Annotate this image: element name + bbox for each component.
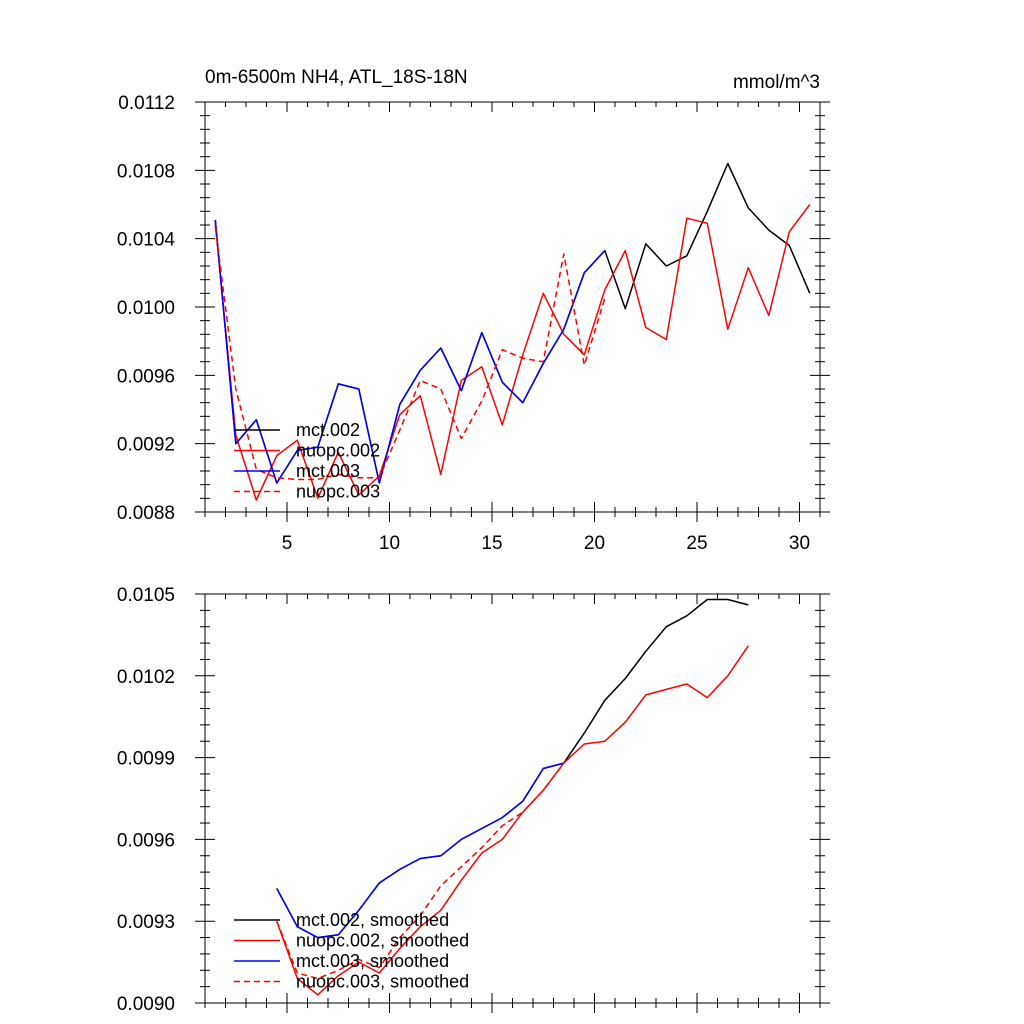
legend-label: mct.002, smoothed	[296, 910, 449, 930]
y-tick-label: 0.0093	[117, 912, 175, 933]
y-tick-label: 0.0090	[117, 994, 175, 1015]
series-line	[276, 598, 749, 939]
chart-title: 0m-6500m NH4, ATL_18S-18N	[205, 67, 468, 88]
legend-label: nuopc.003, smoothed	[296, 972, 469, 992]
legend-label: mct.002	[296, 420, 360, 440]
chart-panel-top: 0m-6500m NH4, ATL_18S-18N mmol/m^3 5 10 15…	[117, 67, 830, 554]
series-line	[214, 226, 606, 481]
y-tick-label: 0.0092	[117, 435, 175, 456]
series-line	[276, 645, 749, 996]
y-tick-label: 0.0104	[117, 230, 176, 251]
x-tick-label: 20	[584, 533, 605, 554]
y-tick-label: 0.0102	[117, 667, 175, 688]
x-tick-label: 25	[686, 533, 707, 554]
legend-label: mct.003, smoothed	[296, 951, 449, 971]
units-label: mmol/m^3	[733, 72, 820, 93]
legend-label: nuopc.002	[296, 441, 380, 461]
x-tick-label: 10	[379, 533, 400, 554]
x-tick-label: 5	[282, 533, 293, 554]
series-line	[276, 762, 565, 980]
series-line	[214, 219, 606, 484]
legend-label: nuopc.002, smoothed	[296, 931, 469, 951]
legend-label: mct.003	[296, 461, 360, 481]
y-tick-label: 0.0108	[117, 161, 175, 182]
legend-label: nuopc.003	[296, 482, 380, 502]
y-tick-label: 0.0105	[117, 585, 175, 606]
x-tick-label: 15	[481, 533, 502, 554]
y-tick-label: 0.0096	[117, 830, 175, 851]
series-line	[276, 762, 564, 939]
x-tick-label: 30	[789, 533, 810, 554]
series-line	[214, 204, 811, 501]
y-tick-label: 0.0112	[118, 93, 175, 114]
y-tick-label: 0.0096	[117, 366, 175, 387]
plot-frame	[204, 101, 821, 513]
y-tick-label: 0.0100	[117, 298, 175, 319]
chart-panel-bottom: 0.0090 0.0093 0.0096 0.0099 0.0102 0.0105 mct…	[117, 585, 830, 1015]
plot-frame	[204, 593, 821, 1004]
y-tick-label: 0.0088	[117, 503, 175, 524]
y-tick-label: 0.0099	[117, 749, 175, 770]
